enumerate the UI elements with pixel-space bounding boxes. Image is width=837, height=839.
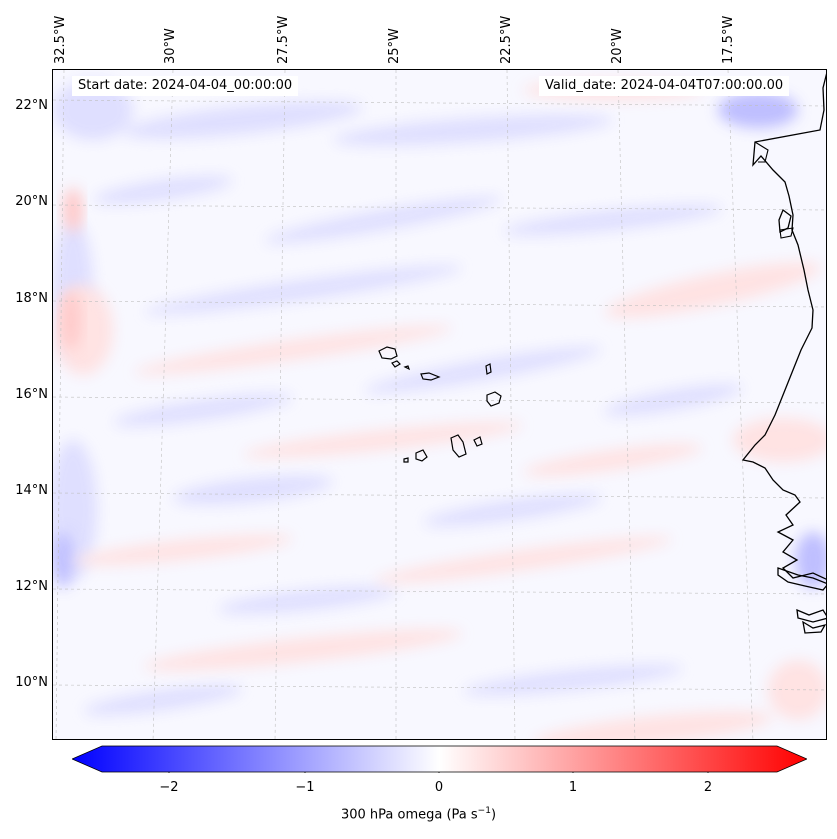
omega-map (52, 69, 827, 740)
colorbar (72, 745, 807, 773)
lat-label-22n: 22°N (15, 98, 48, 113)
west-africa-coastline-secondary (754, 141, 794, 239)
colorbar-label: 300 hPa omega (Pa s−1) (0, 806, 837, 822)
lat-label-16n: 16°N (15, 387, 48, 402)
lat-label-10n: 10°N (15, 675, 48, 690)
graticule (53, 70, 826, 739)
cape-verde-islands (378, 346, 502, 463)
lat-label-20n: 20°N (15, 194, 48, 209)
start-date-label: Start date: 2024-04-04_00:00:00 (72, 76, 299, 96)
colorbar-label-exponent: −1 (477, 806, 491, 816)
colorbar-tick-2: 2 (703, 780, 713, 795)
lon-label-22-5w: 22.5°W (499, 15, 514, 64)
colorbar-body (72, 745, 807, 773)
colorbar-tick-0: 0 (434, 780, 444, 795)
lon-label-17-5w: 17.5°W (721, 15, 736, 64)
lat-label-12n: 12°N (15, 579, 48, 594)
west-africa-coastline (741, 73, 826, 634)
lon-label-27-5w: 27.5°W (276, 15, 291, 64)
lat-label-18n: 18°N (15, 291, 48, 306)
colorbar-label-close: ) (490, 807, 497, 823)
lon-label-30w: 30°W (163, 28, 178, 64)
lat-label-14n: 14°N (15, 483, 48, 498)
colorbar-tick-minus-1: −1 (295, 780, 315, 795)
map-canvas (53, 70, 826, 739)
colorbar-tick-minus-2: −2 (159, 780, 179, 795)
colorbar-tick-1: 1 (568, 780, 578, 795)
lon-label-32-5w: 32.5°W (53, 15, 68, 64)
valid-date-label: Valid_date: 2024-04-04T07:00:00.00 (539, 76, 790, 96)
omega-field (53, 80, 826, 739)
lon-label-25w: 25°W (387, 28, 402, 64)
colorbar-label-text: 300 hPa omega (Pa s (340, 807, 478, 823)
lon-label-20w: 20°W (610, 28, 625, 64)
